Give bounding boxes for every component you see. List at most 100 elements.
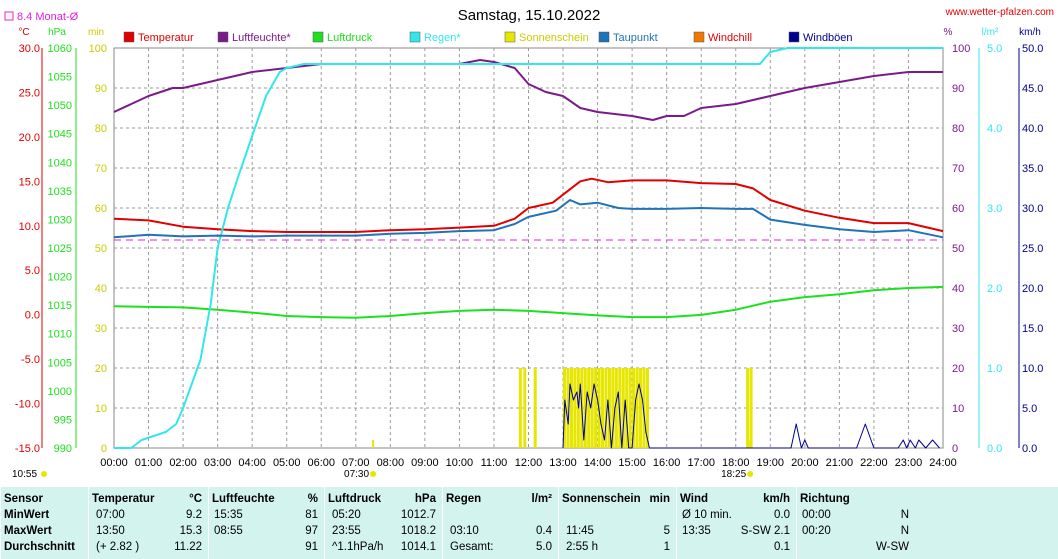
temperature-tick: 5.0 xyxy=(25,265,40,277)
x-tick: 06:00 xyxy=(307,457,335,469)
sunshine-bar xyxy=(590,368,594,448)
humidity-tick: 90 xyxy=(952,83,964,95)
table-header: Sensor xyxy=(4,493,43,505)
temperature-tick: -15.0 xyxy=(15,443,40,455)
legend-swatch-regen xyxy=(409,31,421,43)
table-row-label: Durchschnitt xyxy=(4,541,75,553)
sunset-time: 18:25 xyxy=(721,469,746,480)
table-cell-time: Ø 10 min. xyxy=(682,509,732,521)
sunshine-bar xyxy=(618,368,622,448)
x-tick: 12:00 xyxy=(515,457,543,469)
humidity-tick: 10 xyxy=(952,403,964,415)
sunshine-bar xyxy=(583,368,587,448)
table-cell-value: 5 xyxy=(663,525,670,537)
pressure-tick: 1030 xyxy=(48,214,72,226)
table-column xyxy=(442,487,559,559)
sunshine-bar xyxy=(601,368,605,448)
sunset-marker xyxy=(747,471,754,477)
humidity-tick: 60 xyxy=(952,203,964,215)
table-cell-time: 08:55 xyxy=(214,525,243,537)
table-header: Luftdruck xyxy=(328,493,382,505)
sunshine-bar xyxy=(632,368,636,448)
table-row-label: MinWert xyxy=(4,509,50,521)
table-cell-value: 9.2 xyxy=(186,509,202,521)
rain-tick: 3.0 xyxy=(987,203,1002,215)
humidity-tick: 70 xyxy=(952,163,964,175)
sunshine-bar xyxy=(621,368,625,448)
x-tick: 23:00 xyxy=(895,457,923,469)
sunrise-marker xyxy=(370,471,377,477)
statistics-table: Sensor MinWert MaxWert Durchschnitt Temperat… xyxy=(0,487,1058,559)
table-cell-value: 0.1 xyxy=(774,541,790,553)
legend-label-windchill: Windchill xyxy=(708,32,752,44)
sunshine-tick: 80 xyxy=(95,123,107,135)
temperature-tick: -10.0 xyxy=(15,399,40,411)
x-tick: 10:00 xyxy=(446,457,474,469)
sunshine-bar xyxy=(604,368,608,448)
sunshine-tick: 30 xyxy=(95,323,107,335)
table-cell-time: 00:00 xyxy=(802,509,831,521)
table-cell-time: 07:00 xyxy=(96,509,125,521)
wind-tick: 50.0 xyxy=(1022,43,1043,55)
humidity-tick: 20 xyxy=(952,363,964,375)
x-tick: 18:00 xyxy=(722,457,750,469)
table-unit: °C xyxy=(189,493,202,505)
x-tick: 03:00 xyxy=(204,457,232,469)
legend-label-taupunkt: Taupunkt xyxy=(613,32,658,44)
table-cell-value: 81 xyxy=(305,509,318,521)
legend-swatch-luftfeuchte xyxy=(217,31,229,43)
table-cell-time: 11:45 xyxy=(566,525,594,537)
sunshine-bar xyxy=(625,368,629,448)
sunshine-tick: 70 xyxy=(95,163,107,175)
table-header: Luftfeuchte xyxy=(212,493,275,505)
table-column xyxy=(796,487,916,559)
table-row-label: MaxWert xyxy=(4,525,52,537)
humidity-unit: % xyxy=(944,27,953,38)
table-column xyxy=(0,487,91,559)
pressure-tick: 1035 xyxy=(48,186,72,198)
table-cell-value: 1012.7 xyxy=(400,509,436,521)
wind-tick: 40.0 xyxy=(1022,123,1043,135)
wind-tick: 15.0 xyxy=(1022,323,1043,335)
table-cell-value: 1014.1 xyxy=(400,541,436,553)
x-tick: 02:00 xyxy=(169,457,197,469)
rain-tick: 2.0 xyxy=(987,283,1002,295)
wind-tick: 35.0 xyxy=(1022,163,1043,175)
temperature-unit: °C xyxy=(18,27,29,38)
table-cell-value: 15.3 xyxy=(179,525,202,537)
current-time: 10:55 xyxy=(12,469,37,480)
table-cell-value: 11.22 xyxy=(174,541,202,553)
wind-tick: 45.0 xyxy=(1022,83,1043,95)
x-tick: 20:00 xyxy=(791,457,819,469)
table-unit: % xyxy=(307,493,318,505)
legend-swatch-temperatur xyxy=(123,31,135,43)
pressure-tick: 1020 xyxy=(48,272,72,284)
pressure-tick: 1040 xyxy=(48,157,72,169)
table-cell-value: 97 xyxy=(305,525,318,537)
sunshine-tick: 40 xyxy=(95,283,107,295)
sunshine-bar xyxy=(639,368,643,448)
pressure-tick: 1045 xyxy=(48,129,72,141)
chart-title: Samstag, 15.10.2022 xyxy=(458,7,601,24)
wind-tick: 0.0 xyxy=(1022,443,1037,455)
sunshine-bar xyxy=(746,368,750,448)
table-cell-time: 05:20 xyxy=(332,509,361,521)
pressure-tick: 1005 xyxy=(48,357,72,369)
temperature-tick: 20.0 xyxy=(19,132,40,144)
table-header: Richtung xyxy=(800,493,850,505)
table-header: Regen xyxy=(446,493,482,505)
sunshine-bar xyxy=(518,368,522,448)
sunshine-bar xyxy=(628,368,632,448)
table-cell-value: 5.0 xyxy=(536,541,552,553)
sunshine-bar xyxy=(749,368,753,448)
table-cell-time: 03:10 xyxy=(450,525,479,537)
sunshine-bar xyxy=(566,368,570,448)
series-taupunkt xyxy=(113,199,944,239)
pressure-tick: 995 xyxy=(54,414,72,426)
x-tick: 05:00 xyxy=(273,457,301,469)
table-header: Wind xyxy=(680,493,708,505)
humidity-tick: 40 xyxy=(952,283,964,295)
table-cell-value: 1 xyxy=(663,541,670,553)
sunshine-bar xyxy=(523,368,527,448)
pressure-tick: 990 xyxy=(54,443,72,455)
